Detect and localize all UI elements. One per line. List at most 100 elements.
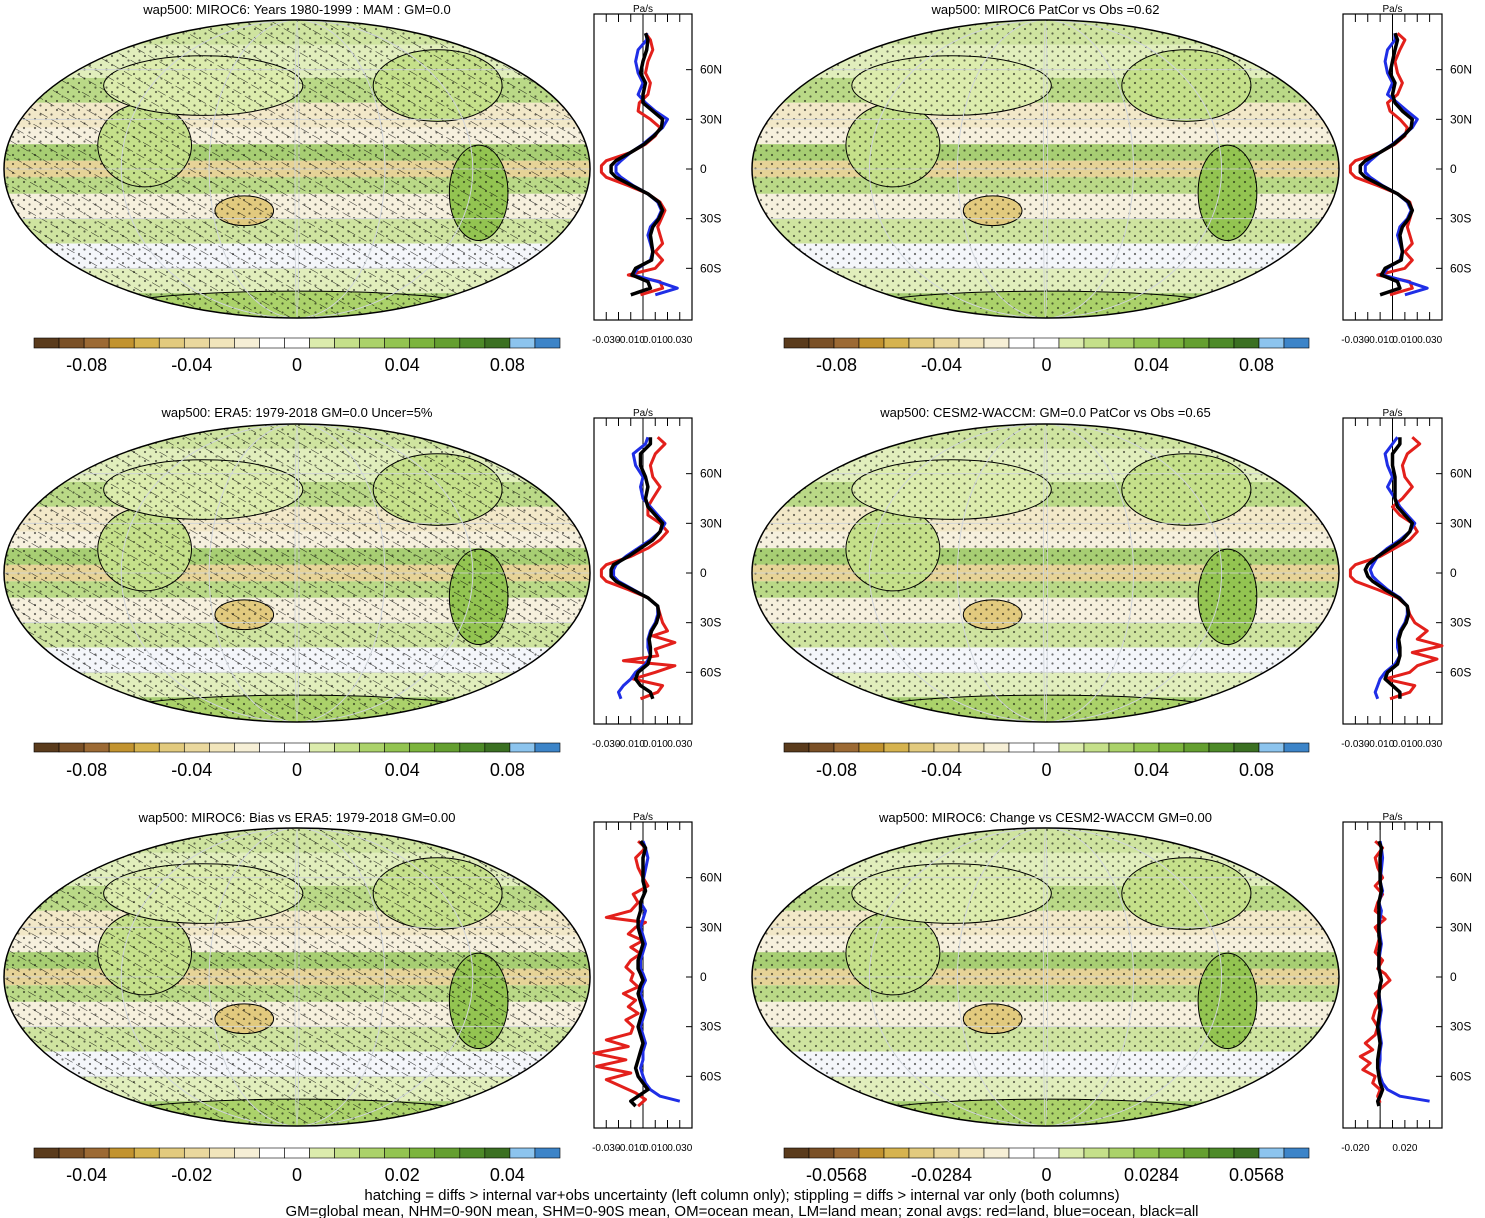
colorbar-box <box>183 337 210 349</box>
map-field <box>752 20 1339 318</box>
colorbar-box <box>1058 1147 1085 1159</box>
profile-unit: Pa/s <box>633 4 653 15</box>
profile-lat-label: 30S <box>700 212 721 226</box>
profile-x-tick-label: -0.030 <box>592 1143 621 1154</box>
graticule-lon <box>208 424 386 722</box>
profile-lat-label: 60N <box>1450 467 1472 481</box>
colorbar-box <box>284 742 310 753</box>
graticule-lon <box>1043 20 1048 318</box>
colorbar-box <box>833 742 860 753</box>
graticule-lon <box>957 20 1134 318</box>
panel-6: wap500: MIROC6: Change vs CESM2-WACCM GM… <box>751 810 1472 1185</box>
colorbar-box <box>783 1147 810 1159</box>
colorbar-box <box>1133 1147 1160 1159</box>
colorbar-box <box>933 742 960 753</box>
colorbar-box <box>858 1147 885 1159</box>
colorbar-box <box>808 337 835 349</box>
colorbar-box <box>334 742 360 753</box>
footnote-line-1: hatching = diffs > internal var+obs unce… <box>364 1187 1119 1204</box>
profile-lat-label: 30N <box>700 112 722 126</box>
colorbar-box <box>1058 742 1085 753</box>
colorbar-tick-label: -0.04 <box>66 1165 107 1185</box>
panel-title: wap500: MIROC6: Years 1980-1999 : MAM : … <box>142 2 450 17</box>
profile-x-tick-label: -0.010 <box>617 1143 646 1154</box>
colorbar-box <box>133 742 160 753</box>
colorbar-box <box>534 337 561 349</box>
panel-title: wap500: CESM2-WACCM: GM=0.0 PatCor vs Ob… <box>879 405 1210 420</box>
colorbar-box <box>833 337 860 349</box>
panel-title: wap500: ERA5: 1979-2018 GM=0.0 Uncer=5% <box>160 405 432 420</box>
colorbar-box <box>509 1147 536 1159</box>
profile-line-all <box>609 437 665 700</box>
colorbar-tick-label: -0.04 <box>171 355 212 375</box>
colorbar-tick-label: 0.08 <box>1239 355 1274 375</box>
colorbar-box <box>1058 337 1085 349</box>
colorbar-box <box>983 1147 1010 1159</box>
graticule-lon <box>120 828 474 1126</box>
profile-lat-label: 0 <box>1450 162 1457 176</box>
colorbar-box <box>309 337 335 349</box>
colorbar-box <box>509 337 536 349</box>
profile-x-tick-label: 0.030 <box>667 1143 692 1154</box>
colorbar-box <box>384 337 411 349</box>
colorbar-box <box>459 337 486 349</box>
colorbar-tick-label: 0 <box>292 760 302 780</box>
colorbar-box <box>459 742 486 753</box>
colorbar-box <box>1258 1147 1285 1159</box>
colorbar-box <box>409 742 436 753</box>
colorbar-tick-label: 0 <box>1041 1165 1051 1185</box>
colorbar-box <box>309 1147 335 1159</box>
colorbar-box <box>1108 742 1135 753</box>
colorbar-box <box>1083 1147 1110 1159</box>
profile-lat-label: 60S <box>700 665 721 679</box>
colorbar-tick-label: -0.0568 <box>806 1165 867 1185</box>
colorbar-box <box>234 337 260 349</box>
profile-unit: Pa/s <box>633 408 653 419</box>
colorbar-box <box>1033 1147 1060 1159</box>
colorbar-box <box>409 337 436 349</box>
profile-lat-label: 30S <box>700 1020 721 1034</box>
colorbar-box <box>1233 337 1260 349</box>
colorbar-box <box>534 742 561 753</box>
colorbar-box <box>1208 742 1235 753</box>
profile-lat-label: 0 <box>700 566 707 580</box>
colorbar-box <box>1108 337 1135 349</box>
profile-x-tick-label: -0.030 <box>1341 335 1370 346</box>
colorbar-box <box>284 337 310 349</box>
profile-lat-label: 30S <box>1450 1020 1471 1034</box>
profile-lat-label: 60N <box>700 467 722 481</box>
profile-x-tick-label: 0.010 <box>643 335 668 346</box>
profile-x-tick-label: -0.010 <box>617 739 646 750</box>
colorbar-tick-label: 0.04 <box>385 760 420 780</box>
profile-line-all <box>1363 437 1415 699</box>
colorbar-box <box>783 337 810 349</box>
profile-lat-label: 0 <box>700 970 707 984</box>
map-outline <box>3 827 591 1127</box>
colorbar-tick-label: -0.08 <box>816 355 857 375</box>
footnote-line-2: GM=global mean, NHM=0-90N mean, SHM=0-90… <box>285 1203 1198 1218</box>
colorbar-tick-label: -0.08 <box>816 760 857 780</box>
map-outline <box>3 423 591 723</box>
colorbar-box <box>1083 337 1110 349</box>
profile-lat-label: 30S <box>1450 212 1471 226</box>
colorbar-tick-label: 0 <box>292 1165 302 1185</box>
colorbar-box <box>58 1147 85 1159</box>
profile-lat-label: 60N <box>700 871 722 885</box>
colorbar-box <box>1233 742 1260 753</box>
colorbar-tick-label: 0 <box>1041 760 1051 780</box>
colorbar-tick-label: -0.04 <box>171 760 212 780</box>
profile-x-tick-label: -0.020 <box>1341 1143 1370 1154</box>
panel-1: wap500: MIROC6: Years 1980-1999 : MAM : … <box>3 2 722 375</box>
graticule-lon <box>869 20 1223 318</box>
profile-x-tick-label: 0.010 <box>1392 739 1417 750</box>
profile-lat-label: 30N <box>1450 920 1472 934</box>
profile-line-land <box>1348 436 1444 701</box>
colorbar-box <box>958 337 985 349</box>
colorbar-box <box>158 337 185 349</box>
colorbar-tick-label: 0.08 <box>1239 760 1274 780</box>
profile-lat-label: 0 <box>700 162 707 176</box>
colorbar-box <box>409 1147 436 1159</box>
colorbar-box <box>1083 742 1110 753</box>
